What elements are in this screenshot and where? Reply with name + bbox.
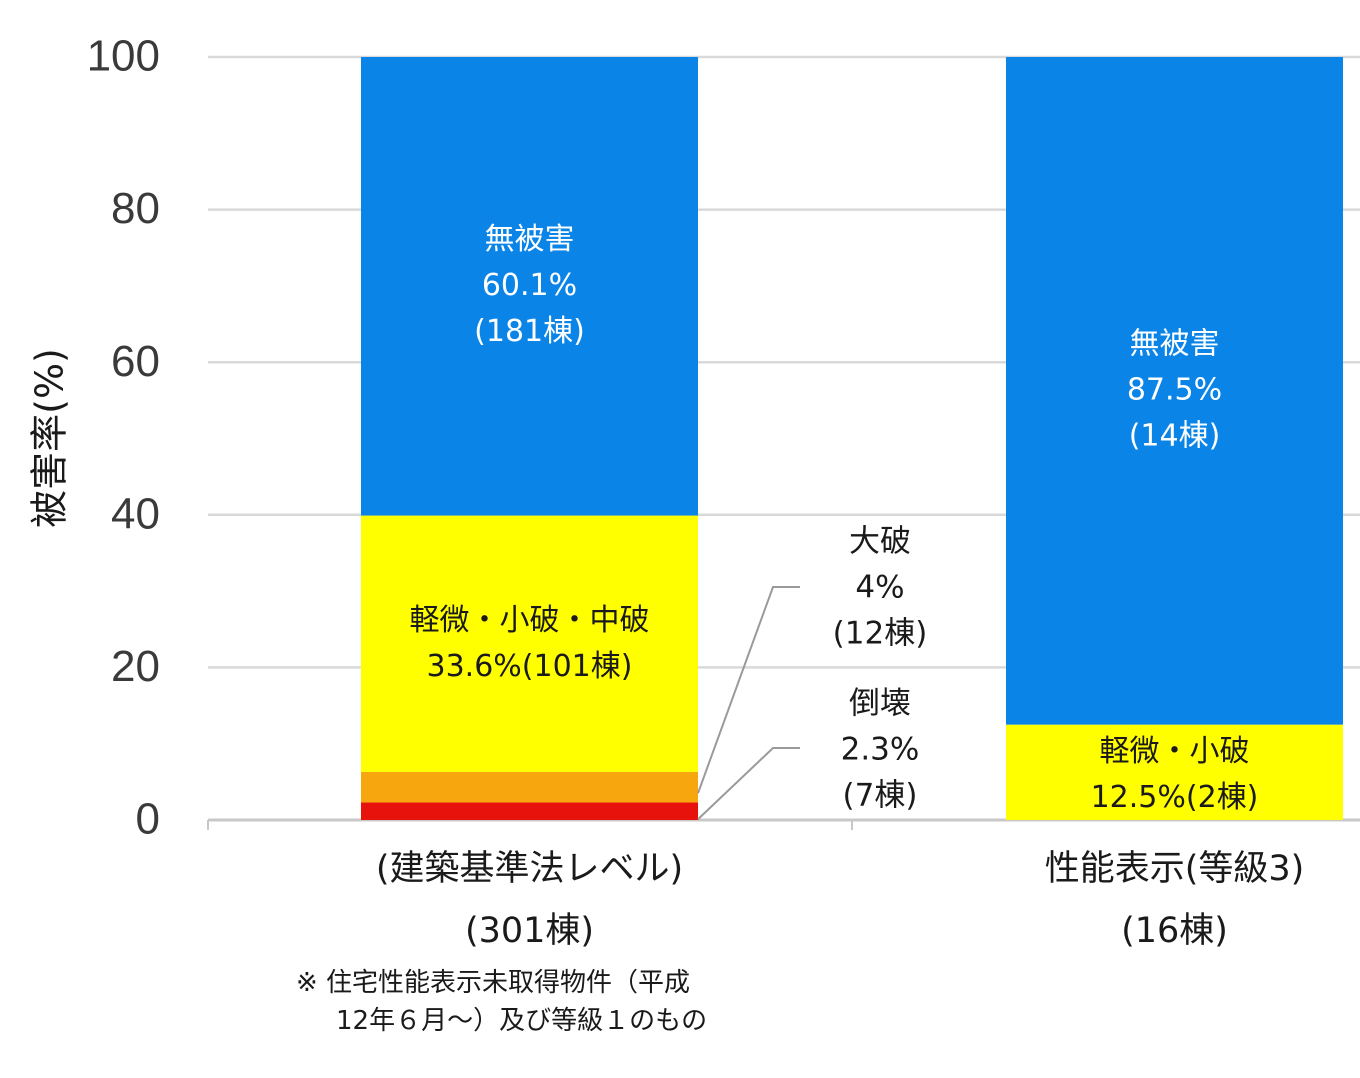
segment-label: (181棟) [474, 314, 585, 349]
footnote: ※ 住宅性能表示未取得物件（平成 12年６月～）及び等級１のもの [296, 964, 707, 1040]
segment-label: 軽微・小破 [1100, 734, 1250, 769]
bar-segment-無被害 [361, 57, 698, 516]
y-axis-label: 被害率(%) [28, 348, 72, 528]
footnote-line-2: 12年６月～）及び等級１のもの [336, 1006, 708, 1036]
y-tick-label: 20 [111, 642, 160, 691]
bar-segment-軽微・小破・中破 [1006, 724, 1343, 820]
y-axis-ticks: 0 20 40 60 80 100 [87, 32, 160, 844]
bar-segment-軽微・小破・中破 [361, 515, 698, 772]
footnote-line-1: ※ 住宅性能表示未取得物件（平成 [296, 968, 691, 998]
bars [361, 57, 1343, 820]
segment-labels: 無被害 60.1% (181棟) 軽微・小破・中破 33.6%(101棟) 無被害 87.5… [410, 222, 1259, 815]
bar-segment-倒壊 [361, 802, 698, 820]
segment-label: 無被害 [1130, 326, 1220, 361]
callout-label: 2.3% [841, 732, 920, 768]
y-tick-label: 100 [87, 32, 160, 81]
segment-label: 12.5%(2棟) [1091, 780, 1259, 815]
category-label: (16棟) [1121, 911, 1228, 951]
callout-label: 4% [855, 570, 904, 606]
callouts: 大破 4% (12棟) 倒壊 2.3% (7棟) [697, 524, 928, 820]
bar-segment-無被害 [1006, 57, 1343, 725]
callout-label: (12棟) [833, 616, 928, 652]
callout-leader-line [697, 586, 800, 794]
y-tick-label: 60 [111, 337, 160, 386]
segment-label: 87.5% [1127, 372, 1222, 407]
segment-label: (14棟) [1129, 418, 1221, 453]
segment-label: 33.6%(101棟) [427, 649, 633, 684]
y-tick-label: 40 [111, 489, 160, 538]
bar-segment-大破 [361, 771, 698, 803]
callout-leader-line [697, 747, 800, 820]
category-label: (301棟) [465, 911, 594, 951]
category-label: 性能表示(等級3) [1045, 849, 1305, 889]
category-labels: (建築基準法レベル) (301棟) 性能表示(等級3) (16棟) [376, 849, 1304, 951]
callout-label: (7棟) [843, 778, 918, 814]
y-tick-label: 0 [136, 795, 160, 844]
callout-label: 大破 [849, 524, 911, 560]
category-label: (建築基準法レベル) [376, 849, 683, 889]
segment-label: 無被害 [485, 222, 575, 257]
damage-rate-chart: 0 20 40 60 80 100 無被害 60.1% (181棟) 軽微・小破・中破 33.6%… [28, 32, 1360, 951]
callout-label: 倒壊 [849, 686, 911, 722]
segment-label: 軽微・小破・中破 [410, 603, 650, 638]
segment-label: 60.1% [482, 268, 577, 303]
y-tick-label: 80 [111, 184, 160, 233]
